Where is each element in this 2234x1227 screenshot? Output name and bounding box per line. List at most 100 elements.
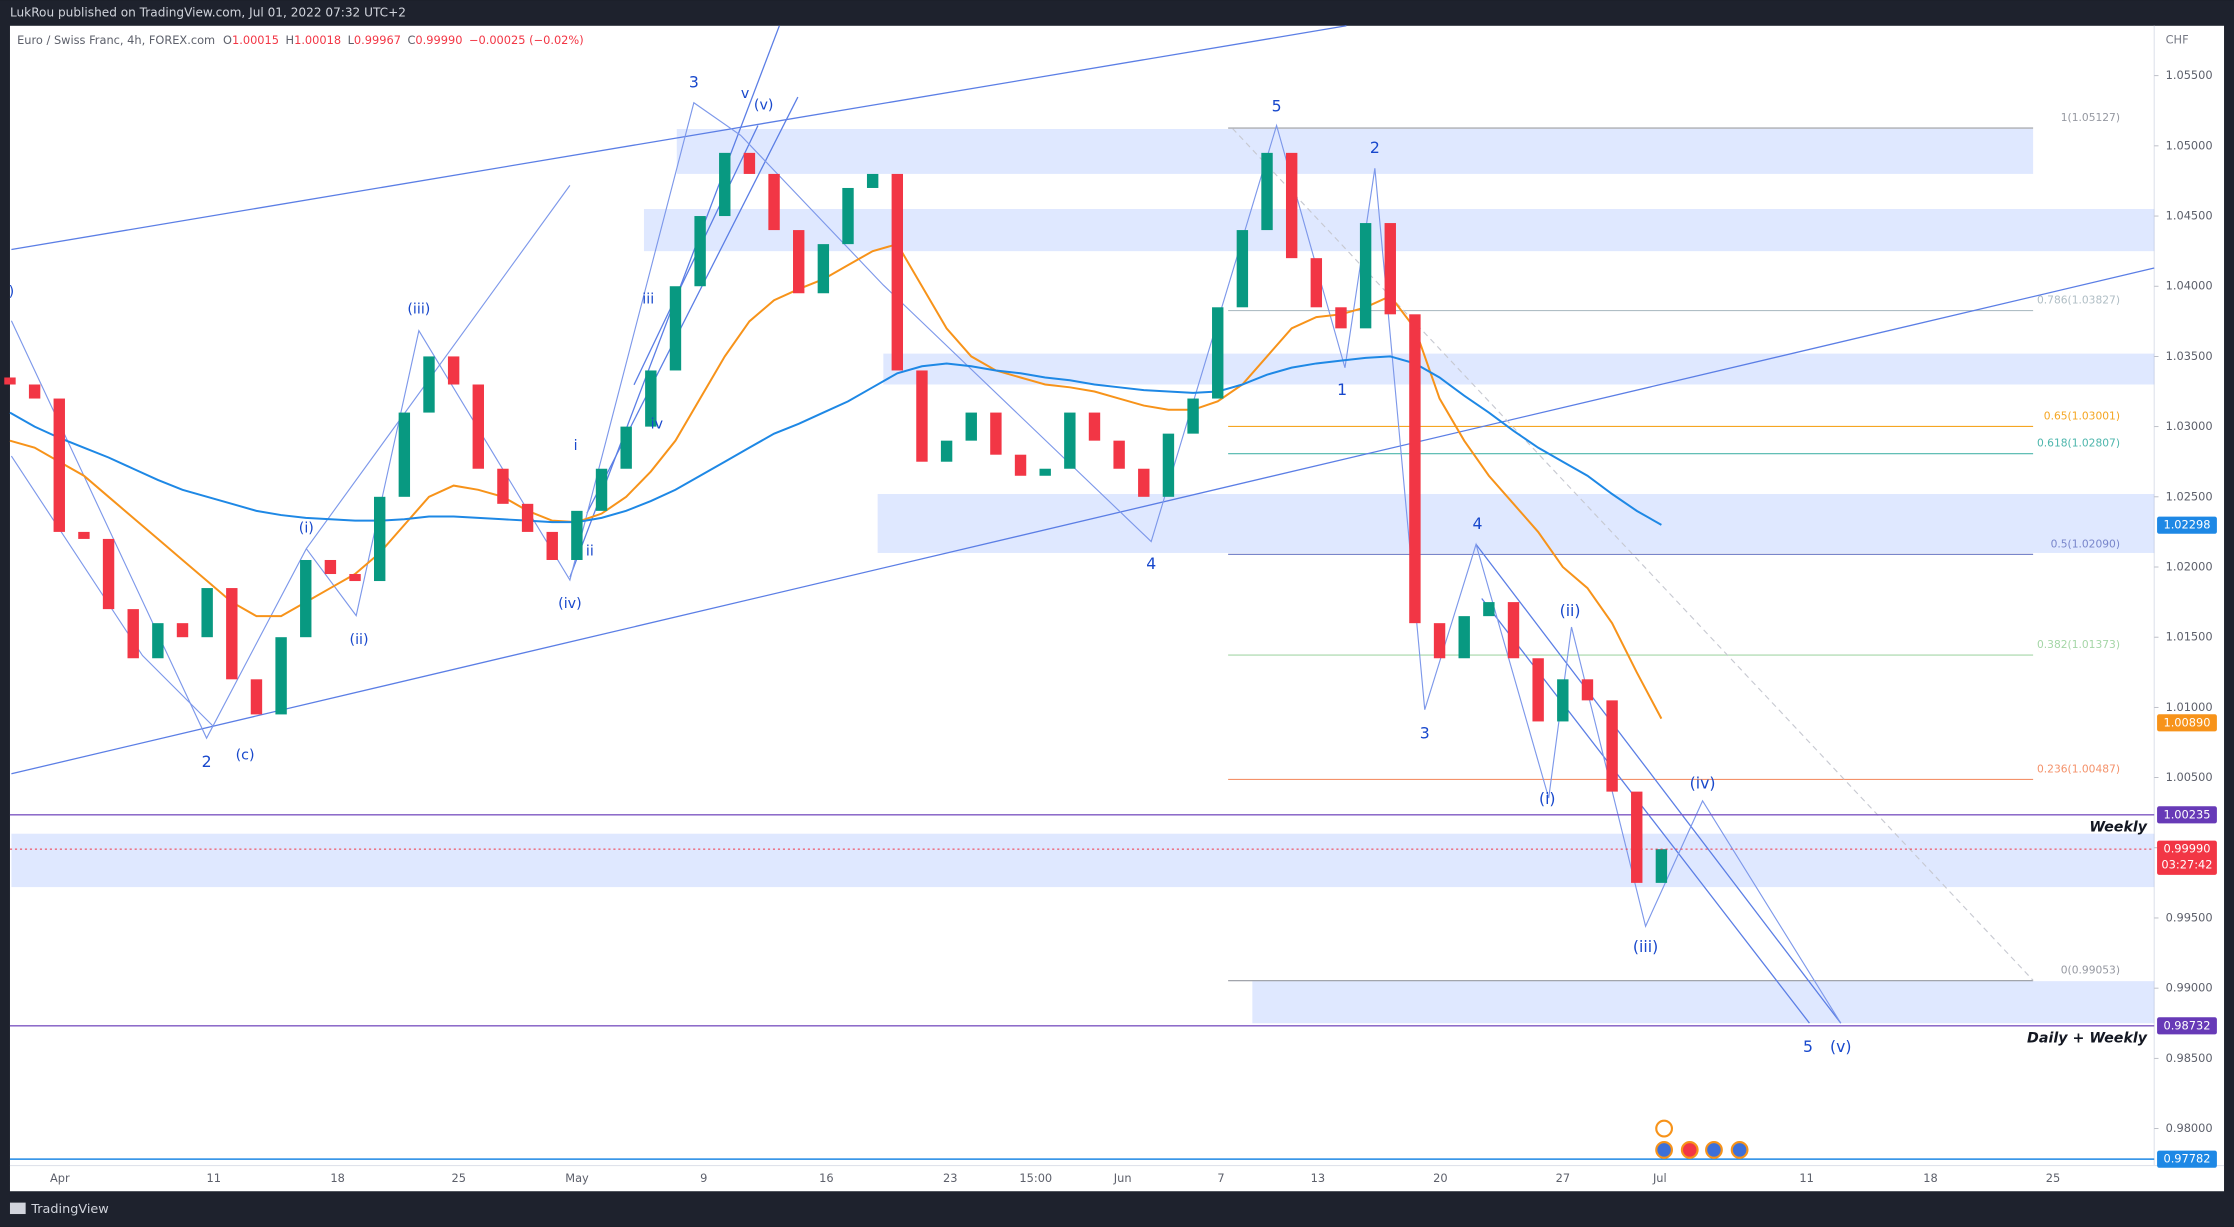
candle xyxy=(423,356,435,413)
trend-line xyxy=(11,25,1347,251)
x-tick-label: Jun xyxy=(1113,1171,1132,1185)
trend-line xyxy=(11,267,2155,775)
candle xyxy=(1310,258,1323,308)
y-tick-label: 1.05000 xyxy=(2166,138,2213,152)
wave-label: 5 xyxy=(1272,97,1282,116)
event-icon[interactable] xyxy=(1705,1141,1723,1159)
wave-label: 1 xyxy=(1337,380,1347,399)
event-icon[interactable] xyxy=(1655,1119,1674,1138)
wave-path xyxy=(740,123,1842,1024)
y-tick-label: 0.98000 xyxy=(2166,1121,2213,1135)
candle xyxy=(916,370,928,462)
y-tick-label: 0.98500 xyxy=(2166,1051,2213,1065)
x-tick-label: May xyxy=(565,1171,589,1185)
wave-label: ) xyxy=(9,284,15,300)
candle xyxy=(1359,223,1372,329)
candle xyxy=(1113,440,1125,469)
candle xyxy=(546,531,558,560)
y-tick-label: 0.99500 xyxy=(2166,910,2213,924)
event-icon[interactable] xyxy=(1655,1141,1674,1159)
symbol-info: Euro / Swiss Franc, 4h, FOREX.com O 1.000… xyxy=(17,33,584,47)
x-tick-label: 23 xyxy=(943,1171,957,1185)
wave-label: (iii) xyxy=(1633,937,1658,956)
candle xyxy=(842,187,854,245)
wave-label: 2 xyxy=(202,752,212,771)
candle xyxy=(1285,152,1298,259)
wave-label: 4 xyxy=(1146,554,1156,573)
candle xyxy=(472,384,484,469)
x-tick-label: 20 xyxy=(1433,1171,1447,1185)
candle xyxy=(28,384,41,399)
wave-label: 2 xyxy=(1370,138,1380,157)
symbol-name: Euro / Swiss Franc, 4h, FOREX.com xyxy=(17,33,215,47)
price-tag xyxy=(2157,714,2217,732)
publisher: LukRou published on TradingView.com, Jul… xyxy=(10,5,406,19)
wave-label: v xyxy=(741,86,749,102)
candle xyxy=(53,398,65,532)
ohlc-key: C xyxy=(407,33,415,47)
candle xyxy=(300,559,312,638)
wave-label: (iii) xyxy=(407,301,430,317)
fib-label: 0.618(1.02807) xyxy=(2037,437,2120,450)
candle xyxy=(1014,454,1027,476)
x-tick-label: 18 xyxy=(1923,1171,1937,1185)
x-tick-label: 25 xyxy=(2046,1171,2060,1185)
fib-label: 0.5(1.02090) xyxy=(2051,537,2120,550)
candles xyxy=(4,152,1668,883)
candle xyxy=(793,230,805,294)
ohlc-value: 0.99990 xyxy=(415,33,462,47)
price-tag-label: 0.97782 xyxy=(2163,1152,2210,1166)
price-tag-label: 0.99990 xyxy=(2163,842,2210,856)
ohlc-value: 1.00018 xyxy=(294,33,341,47)
candle xyxy=(102,538,115,610)
wave-label: 5 xyxy=(1803,1037,1813,1056)
y-tick-label: 1.01500 xyxy=(2166,630,2213,644)
candle xyxy=(1088,412,1101,441)
price-tag xyxy=(2157,1017,2217,1035)
event-icon[interactable] xyxy=(1730,1141,1749,1159)
level-label: Weekly xyxy=(2089,820,2147,836)
x-tick-label: 27 xyxy=(1556,1171,1570,1185)
price-axis: 1.05500 1.05000 1.04500 1.04000 1.03500 1.030… xyxy=(9,68,2217,1168)
x-tick-label: 7 xyxy=(1217,1171,1224,1185)
wave-label: (i) xyxy=(1539,789,1556,808)
moving-average xyxy=(9,355,1662,526)
candle xyxy=(965,412,977,441)
zone xyxy=(877,494,2155,553)
candle xyxy=(866,173,879,188)
candle xyxy=(1581,679,1594,701)
candle xyxy=(743,152,756,174)
wave-label: 3 xyxy=(689,72,699,91)
wave-labels: )2 (c)(i)(ii)(iii)(iv)iiiiiiiv3v(v)452134… xyxy=(9,72,1852,1056)
y-tick-label: 1.00500 xyxy=(2166,770,2213,784)
candle xyxy=(1064,412,1076,469)
event-icon[interactable] xyxy=(1680,1141,1699,1159)
wave-label: (v) xyxy=(1830,1037,1851,1056)
x-tick-label: Jul xyxy=(1652,1171,1667,1185)
candle xyxy=(1458,616,1470,659)
zone xyxy=(1252,981,2155,1024)
ohlc-value: 0.99967 xyxy=(354,33,401,47)
candle xyxy=(4,377,16,385)
brand-logo xyxy=(9,1202,26,1215)
candle xyxy=(990,412,1002,455)
y-tick-label: 1.02500 xyxy=(2166,489,2213,503)
countdown: 03:27:42 xyxy=(2161,857,2212,871)
x-tick-label: 11 xyxy=(1799,1171,1813,1185)
candle xyxy=(1039,468,1051,476)
candle xyxy=(176,623,189,638)
fib-label: 0.786(1.03827) xyxy=(2037,294,2120,307)
candle xyxy=(1236,230,1249,308)
candle xyxy=(1261,152,1273,231)
candle xyxy=(1187,398,1199,434)
candle xyxy=(201,588,213,638)
candle xyxy=(940,440,953,462)
ohlc-key: H xyxy=(286,33,295,47)
fib-label: 0(0.99053) xyxy=(2061,964,2120,977)
price-tag xyxy=(2157,840,2217,875)
x-tick-label: 15:00 xyxy=(1019,1171,1052,1185)
candle xyxy=(1384,223,1396,315)
ohlc-key: O xyxy=(223,33,232,47)
